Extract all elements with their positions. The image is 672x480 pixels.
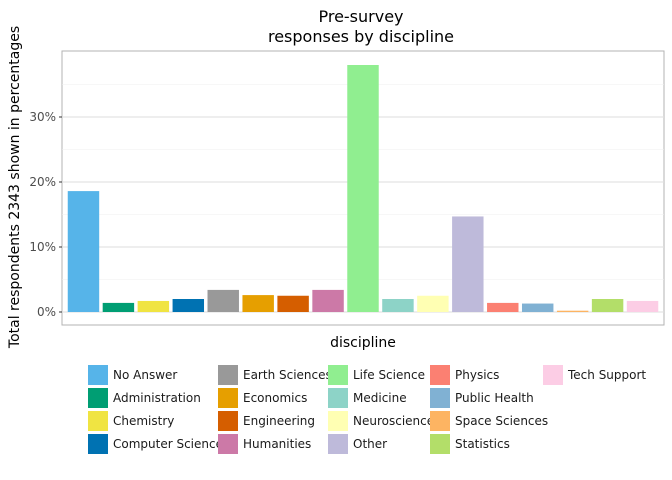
bar-computer-science: [172, 299, 205, 312]
legend-key: [88, 365, 108, 385]
bar-space-sciences: [556, 310, 589, 312]
bar-physics: [487, 302, 519, 312]
legend-key: [328, 434, 348, 454]
legend-label: Computer Science: [113, 437, 223, 451]
legend-label: Administration: [113, 391, 201, 405]
y-axis-ticks: 0% 10% 20% 30%: [29, 110, 62, 319]
legend-label: Engineering: [243, 414, 315, 428]
legend-label: Life Science: [353, 368, 425, 382]
x-axis-title: discipline: [330, 335, 396, 351]
legend: No Answer Administration Chemistry Computer…: [88, 365, 646, 454]
legend-key: [328, 388, 348, 408]
y-tick-label: 0%: [37, 305, 56, 319]
y-tick-label: 20%: [29, 175, 56, 189]
legend-key: [328, 411, 348, 431]
legend-label: Physics: [455, 368, 499, 382]
legend-key: [430, 411, 450, 431]
legend-label: Medicine: [353, 391, 407, 405]
bar-engineering: [277, 295, 309, 312]
bar-medicine: [382, 299, 414, 312]
bars: [67, 65, 659, 312]
legend-key: [430, 365, 450, 385]
legend-label: Earth Sciences: [243, 368, 332, 382]
legend-label: Public Health: [455, 391, 534, 405]
legend-key: [88, 388, 108, 408]
legend-label: Humanities: [243, 437, 311, 451]
legend-key: [430, 388, 450, 408]
legend-label: Space Sciences: [455, 414, 548, 428]
chart-subtitle: responses by discipline: [268, 27, 454, 46]
bar-public-health: [521, 303, 554, 312]
legend-key: [430, 434, 450, 454]
legend-key: [88, 434, 108, 454]
bar-earth-sciences: [207, 289, 239, 312]
chart-title: Pre-survey: [318, 7, 403, 26]
bar-other: [452, 216, 484, 312]
y-tick-label: 30%: [29, 110, 56, 124]
legend-key: [88, 411, 108, 431]
legend-label: Economics: [243, 391, 307, 405]
legend-key: [218, 388, 238, 408]
legend-label: Neuroscience: [353, 414, 434, 428]
legend-label: No Answer: [113, 368, 177, 382]
bar-neuroscience: [417, 295, 449, 312]
legend-key: [328, 365, 348, 385]
bar-no-answer: [67, 191, 100, 312]
legend-label: Chemistry: [113, 414, 174, 428]
bar-chemistry: [137, 300, 170, 312]
y-axis-title: Total respondents 2343 shown in percenta…: [7, 26, 23, 349]
legend-label: Tech Support: [567, 368, 646, 382]
bar-humanities: [312, 289, 344, 312]
bar-administration: [102, 302, 135, 312]
legend-key: [218, 434, 238, 454]
bar-statistics: [591, 299, 624, 312]
bar-economics: [242, 295, 274, 312]
legend-label: Statistics: [455, 437, 510, 451]
bar-life-science: [347, 65, 379, 312]
legend-key: [218, 411, 238, 431]
bar-tech-support: [626, 300, 659, 312]
legend-label: Other: [353, 437, 387, 451]
legend-key: [543, 365, 563, 385]
y-tick-label: 10%: [29, 240, 56, 254]
legend-key: [218, 365, 238, 385]
